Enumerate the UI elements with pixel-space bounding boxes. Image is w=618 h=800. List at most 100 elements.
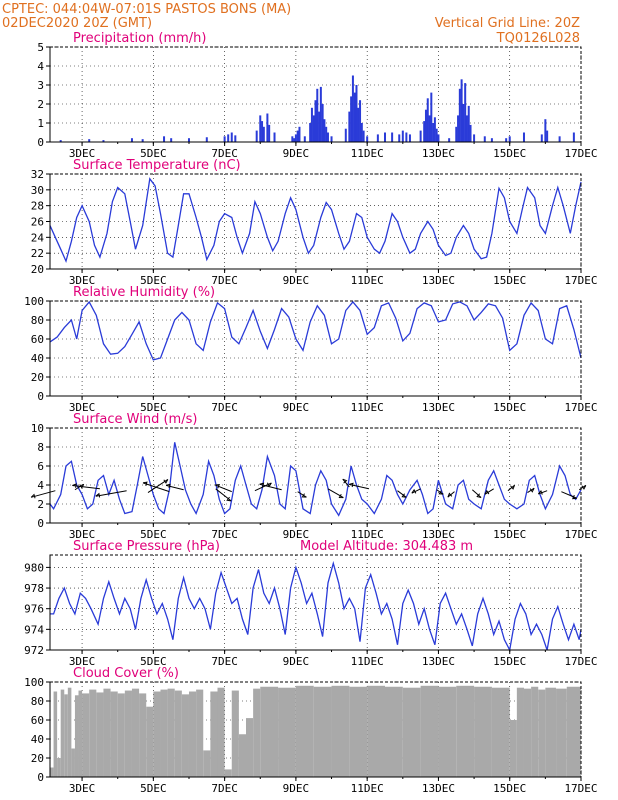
precip-bar <box>348 111 351 142</box>
pressure-ytick-label: 974 <box>24 623 44 636</box>
wind-ytick-label: 2 <box>37 498 44 511</box>
precip-bar <box>355 85 358 142</box>
precip-bar <box>291 136 294 142</box>
precip-bar <box>255 130 258 142</box>
temp-xtick-label: 3DEC <box>69 274 96 287</box>
pressure-annotation: Model Altitude: 304.483 m <box>300 539 473 554</box>
precip-bar <box>303 136 306 142</box>
wind-arrow-head <box>529 487 535 493</box>
wind-ytick-label: 8 <box>37 441 44 454</box>
cloud-area-bar <box>167 688 175 777</box>
precip-bar <box>405 132 408 142</box>
cloud-ytick-label: 60 <box>31 714 44 727</box>
precip-bar <box>266 113 269 142</box>
cloud-area-bar <box>253 688 261 777</box>
wind-arrow-head <box>95 492 101 498</box>
precip-bar <box>426 98 429 142</box>
wind-arrow <box>447 491 455 498</box>
wind-arrow-shaft <box>538 490 548 495</box>
precip-bar <box>326 132 329 142</box>
wind-arrow-shaft <box>471 489 482 498</box>
wind-arrow-head <box>476 493 482 498</box>
cloud-ytick-label: 80 <box>31 695 44 708</box>
cloud-area-bar <box>53 691 58 777</box>
cloud-area-bar <box>331 685 350 777</box>
cloud-area-bar <box>491 687 510 777</box>
cloud-area-bar <box>78 690 83 777</box>
pressure-xtick-label: 5DEC <box>140 655 167 668</box>
temp-series-line <box>49 177 582 264</box>
precip-bar <box>170 138 173 142</box>
precip-bar <box>357 107 360 142</box>
temp-xtick-label: 9DEC <box>283 274 310 287</box>
temp-ytick-label: 22 <box>31 247 44 260</box>
precip-bar <box>325 126 328 142</box>
cloud-area-bar <box>181 694 189 777</box>
wind-arrow-head <box>259 482 265 488</box>
precip-bar <box>223 136 226 142</box>
wind-arrow-shaft <box>411 488 421 494</box>
temp-ytick-label: 28 <box>31 200 44 213</box>
temp-xtick-label: 15DEC <box>493 274 526 287</box>
rh-xtick-label: 15DEC <box>493 401 526 414</box>
wind-arrow-head <box>72 483 77 488</box>
precip-bar <box>398 134 401 142</box>
model-code: TQ0126L028 <box>496 31 580 46</box>
wind-arrow <box>411 488 421 494</box>
wind-arrow-head <box>581 485 587 490</box>
precip-bar <box>467 105 470 142</box>
precip-ytick-label: 0 <box>37 136 44 149</box>
precip-bar <box>572 132 575 142</box>
wind-arrow-shaft <box>31 490 56 498</box>
precip-ytick-label: 4 <box>37 60 44 73</box>
cloud-area-bar <box>349 686 368 777</box>
cloud-area-bar <box>509 720 517 777</box>
precip-panel: Precipitation (mm/h) 0 1 2 3 4 5 3DEC 5DEC 7DEC 9D… <box>37 31 597 160</box>
wind-xtick-label: 13DEC <box>422 528 455 541</box>
precip-bar <box>316 88 319 142</box>
wind-ytick-label: 10 <box>31 422 44 435</box>
wind-arrow-shaft <box>397 490 407 498</box>
cloud-ytick-label: 20 <box>31 752 44 765</box>
precip-bar <box>366 136 369 142</box>
wind-arrow-shaft <box>72 485 100 490</box>
cloud-area-bar <box>203 750 211 777</box>
panels: Precipitation (mm/h) 0 1 2 3 4 5 3DEC 5DEC 7DEC 9D… <box>24 31 597 795</box>
precip-bar <box>464 83 467 142</box>
precip-bar <box>309 123 312 142</box>
temp-xtick-label: 5DEC <box>140 274 167 287</box>
temp-xtick-label: 13DEC <box>422 274 455 287</box>
precip-bar <box>401 130 404 142</box>
cloud-area-bar <box>210 691 218 777</box>
vertical-grid-note: Vertical Grid Line: 20Z <box>435 16 580 31</box>
precip-xtick-label: 13DEC <box>422 147 455 160</box>
precip-bar <box>351 75 354 142</box>
cloud-xtick-label: 7DEC <box>211 782 238 795</box>
wind-arrow-shaft <box>561 491 577 499</box>
cloud-area-bar <box>174 690 182 777</box>
cloud-area-bar <box>124 690 132 777</box>
wind-arrow <box>527 487 535 494</box>
precip-bar <box>430 92 433 142</box>
temp-xtick-label: 17DEC <box>564 274 597 287</box>
temp-panel: Surface Temperature (nC) 20 22 24 26 28 30 32 3D… <box>31 158 598 287</box>
precip-bar <box>318 111 321 142</box>
wind-arrow-shaft <box>447 491 455 498</box>
precip-bar <box>457 115 460 142</box>
pressure-ytick-label: 980 <box>24 561 44 574</box>
precip-bar <box>508 136 511 142</box>
wind-arrow-head <box>438 490 444 495</box>
precip-bar <box>205 137 208 142</box>
pressure-xtick-label: 3DEC <box>69 655 96 668</box>
run-date: 02DEC2020 20Z (GMT) <box>2 16 152 31</box>
wind-arrow-head <box>266 482 272 488</box>
wind-arrow-shaft <box>95 490 127 497</box>
cloud-area-bar <box>57 758 61 777</box>
cloud-area-bar <box>295 685 314 777</box>
precip-bar <box>458 88 461 142</box>
precip-bar <box>455 126 458 142</box>
precip-bar <box>230 132 233 142</box>
pressure-xtick-label: 11DEC <box>351 655 384 668</box>
cloud-area-bar <box>566 686 581 777</box>
cloud-xtick-label: 15DEC <box>493 782 526 795</box>
